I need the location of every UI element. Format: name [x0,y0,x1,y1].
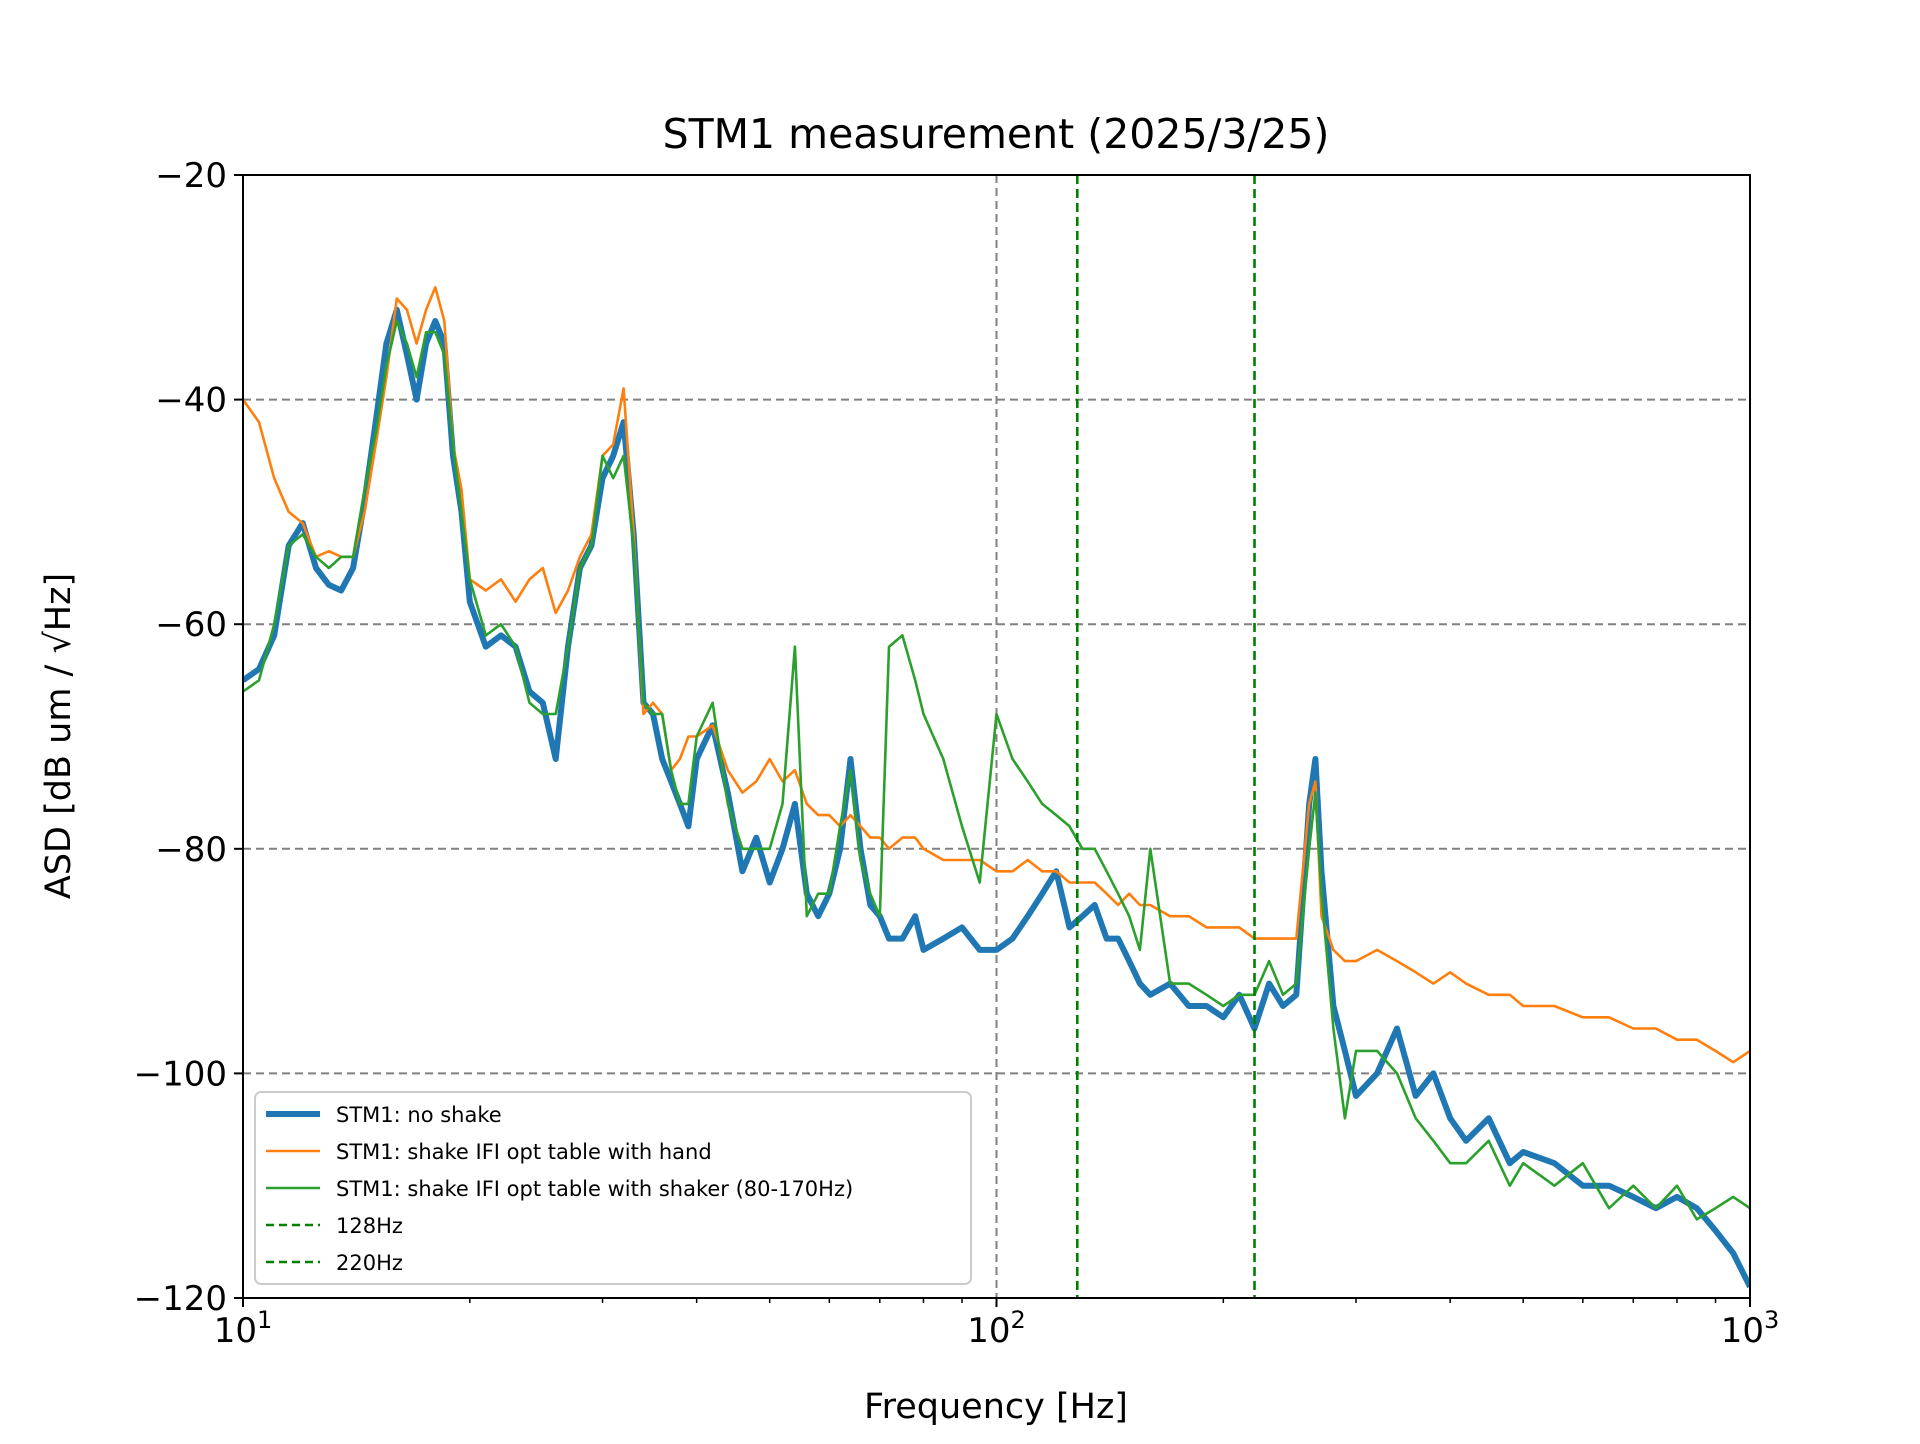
x-axis-label: Frequency [Hz] [864,1387,1128,1427]
legend-label: STM1: shake IFI opt table with shaker (8… [336,1177,853,1201]
legend-label: 128Hz [336,1214,403,1238]
y-tick-label: −120 [134,1279,227,1319]
series-line-3 [243,319,1750,1221]
chart-title: STM1 measurement (2025/3/25) [663,110,1330,158]
x-tick-label: 103 [1721,1306,1780,1351]
x-tick-label: 101 [214,1306,273,1351]
tick-layer: −120 −100 −80 −60 −40 −20 101 102 103 [134,156,1780,1351]
y-tick-label: −20 [155,156,227,196]
legend-label: 220Hz [336,1251,403,1275]
grid-layer [243,175,1750,1298]
legend-label: STM1: shake IFI opt table with hand [336,1140,712,1164]
legend-box [254,1091,972,1285]
legend: STM1: no shake STM1: shake IFI opt table … [254,1091,972,1285]
vline-layer [1075,175,1256,1298]
y-axis-label: ASD [dB um / √Hz] [39,573,79,899]
y-tick-label: −60 [155,605,227,645]
y-tick-label: −80 [155,830,227,870]
legend-label: STM1: no shake [336,1103,502,1127]
y-tick-label: −100 [134,1054,227,1094]
y-tick-label: −40 [155,381,227,421]
x-tick-label: 102 [967,1306,1026,1351]
series-layer [243,285,1750,1289]
